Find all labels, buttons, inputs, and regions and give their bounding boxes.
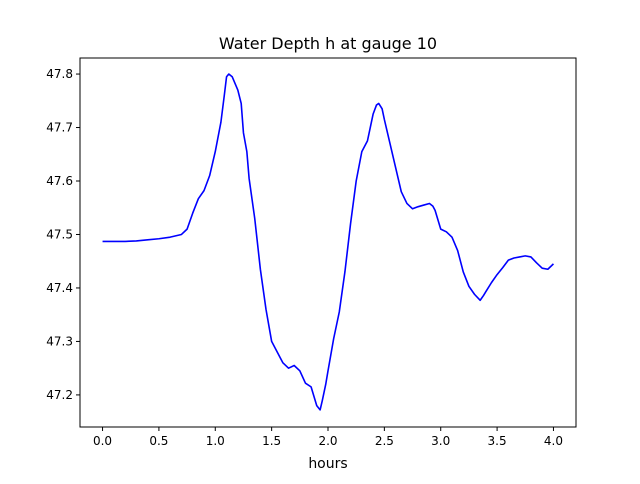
x-tick-label: 0.0 [93,434,112,448]
series-line [102,73,555,411]
y-tick-label: 47.8 [46,67,73,81]
x-tick-label: 3.5 [488,434,507,448]
chart-title: Water Depth h at gauge 10 [219,34,437,53]
x-tick-label: 4.0 [544,434,563,448]
x-axis-label: hours [308,456,347,472]
y-tick-label: 47.2 [46,388,73,402]
axes-frame [79,57,577,428]
x-axis: 0.0 0.5 1.0 1.5 2.0 2.5 3.0 3.5 4.0 [93,427,563,448]
y-tick-label: 47.7 [46,121,73,135]
x-tick-label: 2.0 [318,434,337,448]
y-axis: 47.2 47.3 47.4 47.5 47.6 47.7 47.8 [46,67,80,402]
x-tick-label: 1.0 [206,434,225,448]
y-tick-label: 47.3 [46,334,73,348]
plot-area [102,73,555,411]
x-tick-label: 3.0 [431,434,450,448]
x-tick-label: 2.5 [375,434,394,448]
x-tick-label: 0.5 [149,434,168,448]
x-tick-label: 1.5 [262,434,281,448]
y-tick-label: 47.5 [46,227,73,241]
y-tick-label: 47.6 [46,174,73,188]
y-tick-label: 47.4 [46,281,73,295]
